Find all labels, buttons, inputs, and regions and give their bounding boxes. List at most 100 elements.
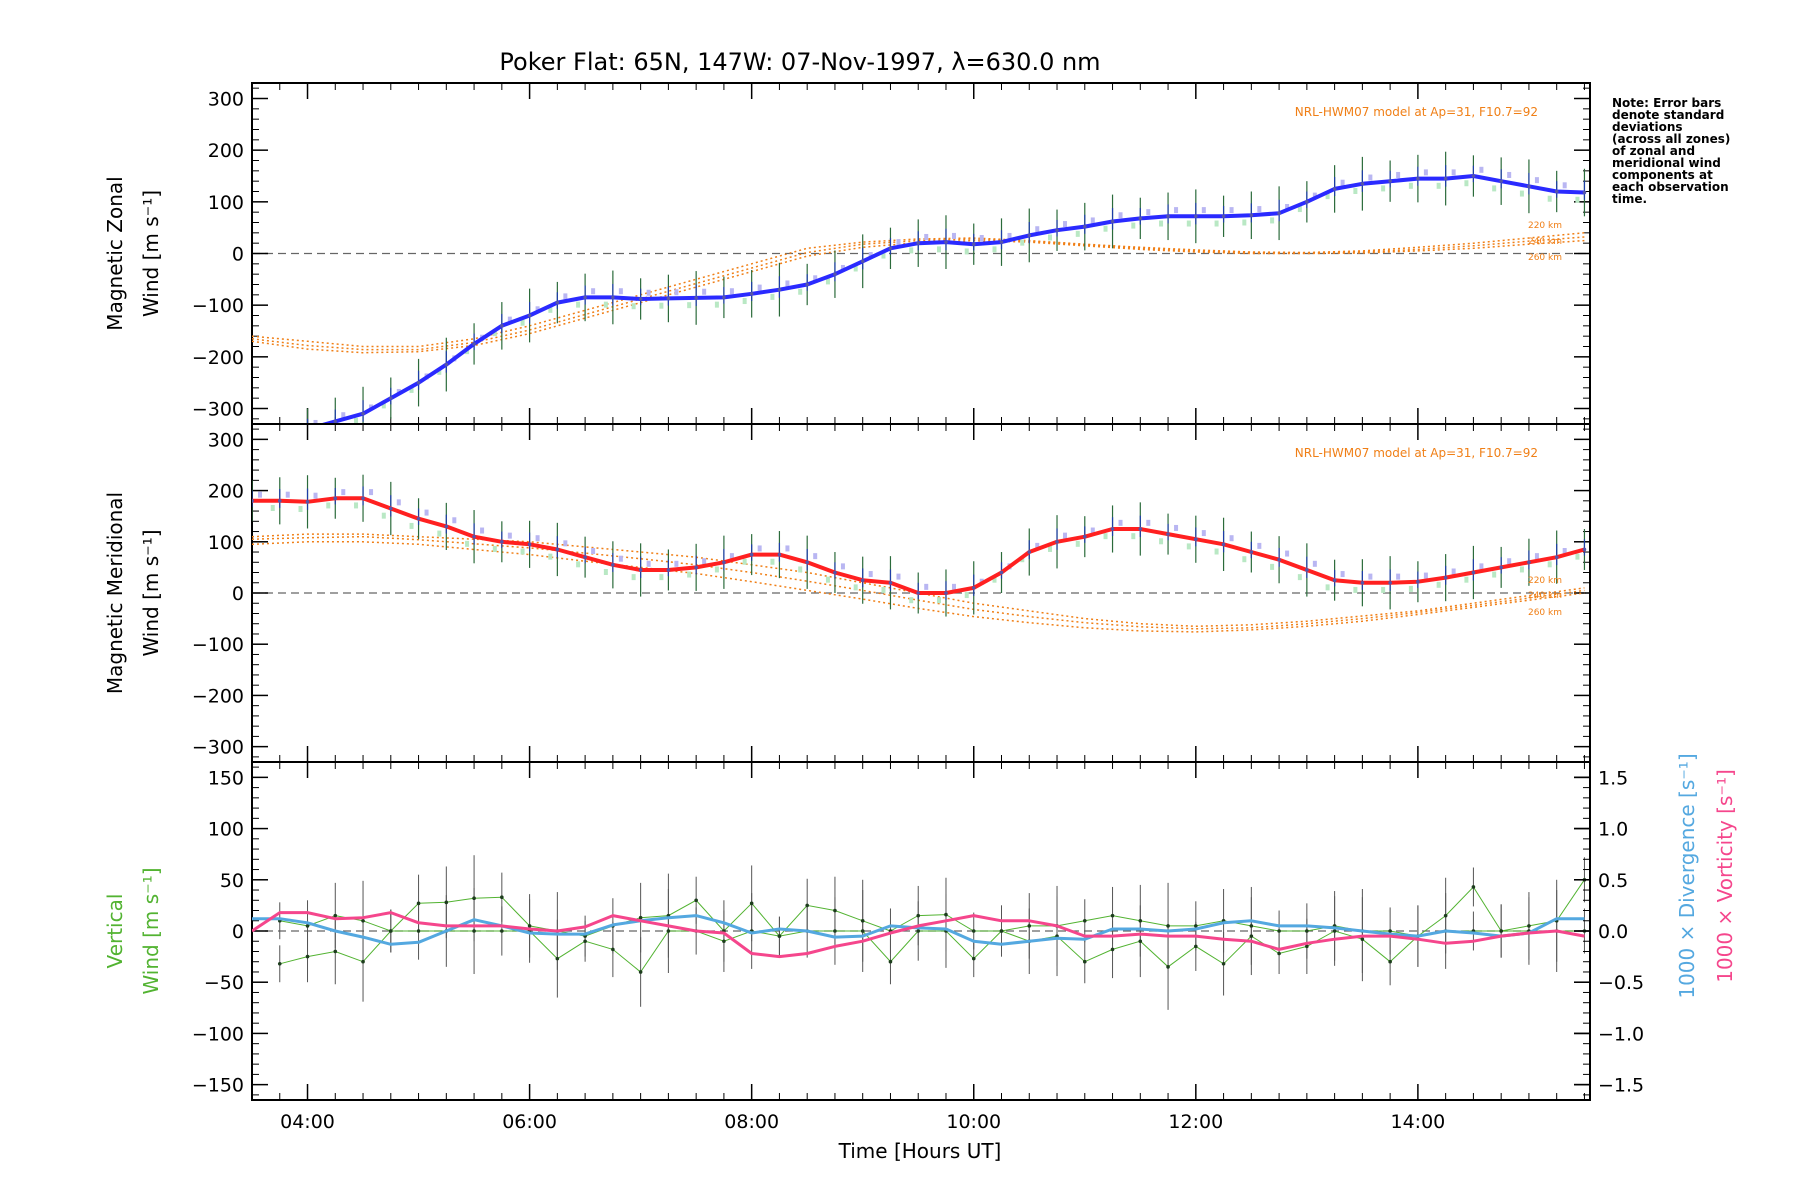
- zone-marker: [951, 583, 956, 590]
- note-line: components at: [1612, 168, 1713, 182]
- x-tick-label: 08:00: [724, 1111, 779, 1133]
- zone-marker: [1186, 543, 1191, 550]
- zone-marker: [840, 563, 845, 570]
- y-tick-label: 0: [232, 583, 244, 605]
- zone-marker: [1186, 220, 1191, 227]
- zone-marker: [409, 522, 414, 529]
- zone-marker: [1257, 542, 1262, 549]
- zone-marker: [618, 555, 623, 562]
- vertical-wind-point: [500, 929, 504, 933]
- y2-tick-label: 0.0: [1598, 921, 1628, 943]
- zone-marker: [674, 560, 679, 567]
- altitude-label: 240 km: [1528, 591, 1562, 601]
- zone-marker: [742, 558, 747, 565]
- zone-marker: [285, 491, 290, 498]
- zone-marker: [354, 417, 359, 424]
- panels-group: −300 −200 −100 0 100 200 300 Magnetic Zonal Wind…: [103, 82, 1737, 1133]
- data-point: [444, 362, 449, 367]
- data-point: [805, 282, 809, 287]
- x-tick-label: 12:00: [1168, 1111, 1223, 1133]
- note-line: Note: Error bars: [1612, 96, 1721, 110]
- zone-marker: [825, 576, 830, 583]
- zone-marker: [1285, 204, 1290, 210]
- zone-marker: [313, 492, 318, 499]
- zone-marker: [1325, 193, 1330, 200]
- vertical-wind-point: [333, 913, 338, 918]
- note-line: meridional wind: [1612, 156, 1721, 170]
- data-point: [388, 396, 393, 400]
- zone-marker: [1368, 573, 1373, 580]
- data-point: [860, 578, 865, 582]
- altitude-label: 260 km: [1528, 608, 1562, 618]
- data-point: [694, 565, 698, 570]
- zone-marker: [1575, 196, 1580, 203]
- zone-marker: [1174, 524, 1179, 531]
- zone-marker: [785, 545, 790, 552]
- vertical-wind-point: [833, 908, 837, 913]
- data-point: [1082, 224, 1087, 229]
- zone-marker: [1492, 185, 1497, 192]
- y-tick-label: −300: [192, 737, 244, 759]
- zone-marker: [936, 597, 941, 604]
- vertical-wind-line-lower: [279, 930, 1585, 973]
- zone-marker: [853, 584, 858, 591]
- zone-marker: [785, 280, 790, 287]
- data-point: [833, 570, 837, 575]
- zone-marker: [618, 288, 623, 295]
- zone-marker: [659, 302, 664, 309]
- panel-meridional: −300 −200 −100 0 100 200 300 Magnetic Meridiona…: [103, 423, 1591, 763]
- data-point: [1249, 213, 1254, 218]
- zone-marker: [909, 597, 914, 604]
- vertical-wind-point: [1249, 924, 1254, 928]
- zone-marker: [798, 288, 803, 295]
- zone-marker: [1048, 545, 1053, 552]
- zone-marker: [1159, 220, 1164, 227]
- data-point: [1277, 211, 1281, 215]
- vertical-wind-point: [472, 929, 476, 933]
- zone-marker: [1201, 530, 1206, 537]
- data-point: [1332, 187, 1337, 191]
- data-point: [1055, 539, 1059, 544]
- vertical-wind-point: [1166, 924, 1170, 928]
- zone-marker: [396, 499, 401, 506]
- data-point: [416, 380, 421, 385]
- vertical-wind-point: [1110, 947, 1115, 952]
- data-point: [944, 240, 948, 244]
- zone-marker: [1436, 182, 1441, 189]
- zone-marker: [646, 289, 651, 296]
- zone-marker: [909, 247, 914, 254]
- zone-marker: [1103, 533, 1108, 540]
- data-point: [1443, 176, 1448, 181]
- zone-marker: [591, 288, 596, 295]
- y-tick-label: 50: [220, 870, 244, 892]
- zone-marker: [563, 540, 568, 547]
- data-point: [527, 542, 532, 547]
- data-point: [1194, 537, 1198, 542]
- zone-marker: [1118, 212, 1123, 219]
- data-point: [638, 297, 643, 301]
- data-point: [888, 246, 893, 251]
- vertical-wind-point: [1305, 944, 1309, 949]
- data-point: [611, 295, 615, 300]
- zone-marker: [868, 571, 873, 578]
- zone-marker: [258, 491, 262, 498]
- data-point: [583, 295, 587, 300]
- data-point: [1332, 578, 1337, 582]
- y-tick-label: 100: [208, 192, 244, 214]
- data-point: [999, 570, 1004, 575]
- plot-area: [252, 151, 1587, 424]
- data-point: [1582, 190, 1587, 195]
- zone-marker: [1547, 561, 1552, 568]
- data-point: [555, 300, 560, 305]
- zone-marker: [298, 506, 303, 513]
- zone-marker: [520, 548, 525, 555]
- vertical-wind-point: [416, 929, 421, 933]
- vertical-wind-point: [805, 903, 809, 908]
- zone-marker: [243, 505, 247, 511]
- zone-marker: [507, 316, 512, 323]
- y-tick-label: 100: [208, 532, 244, 554]
- data-point: [1416, 176, 1420, 181]
- zone-marker: [326, 502, 331, 509]
- zone-marker: [1562, 182, 1567, 189]
